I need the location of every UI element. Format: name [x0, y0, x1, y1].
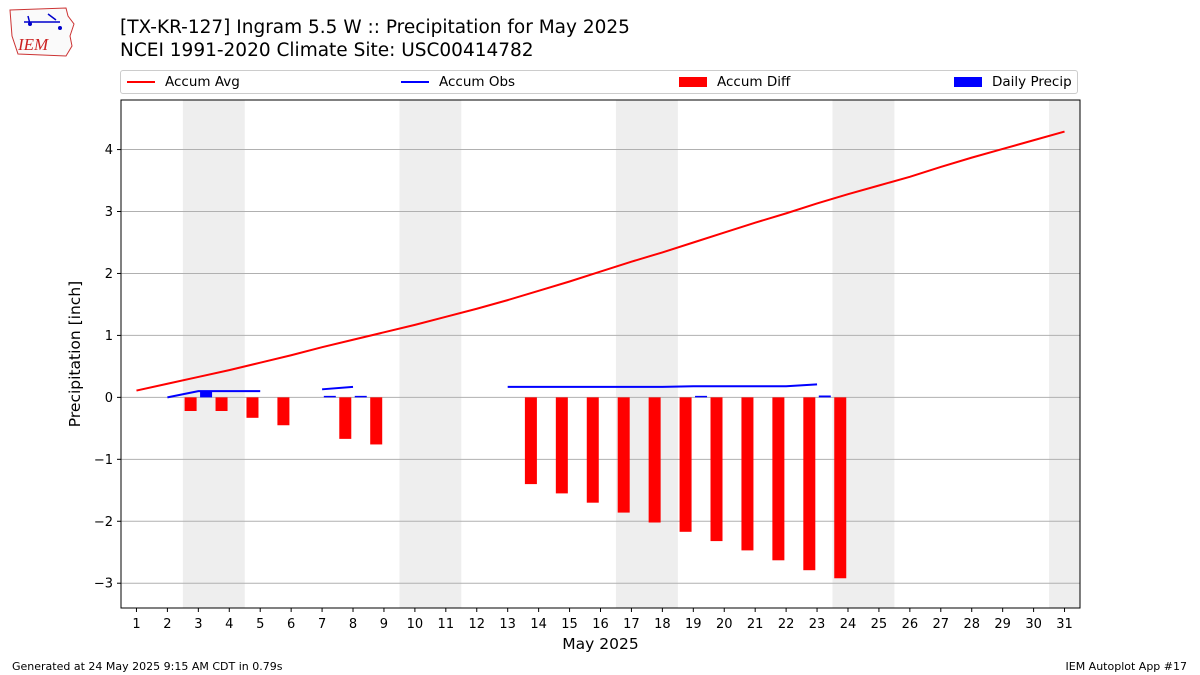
- weekend-shade: [1049, 100, 1080, 608]
- x-tick-label: 17: [623, 617, 640, 632]
- x-tick-label: 30: [1025, 617, 1042, 632]
- x-tick-label: 18: [654, 617, 671, 632]
- y-axis-label: Precipitation [inch]: [66, 281, 84, 427]
- x-tick-label: 3: [194, 617, 202, 632]
- accum-obs-line: [322, 385, 354, 391]
- daily-precip-bar: [354, 395, 367, 398]
- legend-swatch: [954, 77, 982, 87]
- legend-label: Accum Diff: [717, 74, 791, 90]
- chart-subtitle: NCEI 1991-2020 Climate Site: USC00414782: [120, 40, 534, 61]
- iem-logo: IEM: [8, 6, 80, 58]
- x-tick-label: 14: [530, 617, 547, 632]
- accum-diff-bar: [555, 397, 568, 494]
- x-tick-label: 22: [778, 617, 795, 632]
- legend-item-accum-avg: Accum Avg: [127, 74, 240, 90]
- accum-obs-line: [507, 383, 818, 388]
- plot-frame: [120, 99, 1081, 609]
- x-tick-label: 29: [994, 617, 1011, 632]
- chart-legend: Accum Avg Accum Obs Accum Diff Daily Pre…: [120, 70, 1078, 94]
- x-tick-label: 4: [225, 617, 233, 632]
- x-tick-label: 6: [287, 617, 295, 632]
- chart-title: [TX-KR-127] Ingram 5.5 W :: Precipitatio…: [120, 17, 630, 38]
- x-tick-label: 26: [902, 617, 919, 632]
- accum-diff-bar: [246, 397, 259, 418]
- legend-swatch: [401, 81, 429, 83]
- legend-label: Accum Avg: [165, 74, 240, 90]
- weekend-shade: [615, 100, 678, 608]
- accum-diff-bar: [648, 397, 661, 523]
- weekend-shade: [399, 100, 462, 608]
- generated-timestamp: Generated at 24 May 2025 9:15 AM CDT in …: [12, 660, 283, 673]
- legend-item-daily-precip: Daily Precip: [954, 74, 1072, 90]
- accum-diff-bar: [277, 397, 290, 426]
- x-tick-label: 2: [163, 617, 171, 632]
- iowa-map-icon: IEM: [9, 7, 75, 57]
- x-tick-label: 27: [933, 617, 950, 632]
- accum-diff-bar: [679, 397, 692, 532]
- x-tick-label: 19: [685, 617, 702, 632]
- x-tick-label: 25: [871, 617, 888, 632]
- x-tick-label: 8: [349, 617, 357, 632]
- x-tick-label: 31: [1056, 617, 1073, 632]
- legend-label: Daily Precip: [992, 74, 1072, 90]
- legend-item-accum-obs: Accum Obs: [401, 74, 515, 90]
- legend-item-accum-diff: Accum Diff: [679, 74, 790, 90]
- y-tick-label: 3: [105, 205, 113, 220]
- y-tick-label: −1: [94, 453, 113, 468]
- accum-diff-bar: [834, 397, 847, 579]
- x-tick-label: 21: [747, 617, 764, 632]
- y-tick-label: −3: [94, 577, 113, 592]
- daily-precip-bar: [323, 395, 336, 398]
- daily-precip-bar: [200, 391, 213, 398]
- legend-label: Accum Obs: [439, 74, 516, 90]
- x-tick-label: 10: [407, 617, 424, 632]
- x-tick-label: 1: [132, 617, 140, 632]
- accum-diff-bar: [741, 397, 754, 551]
- accum-diff-bar: [617, 397, 630, 513]
- x-tick-label: 13: [499, 617, 516, 632]
- autoplot-app-label: IEM Autoplot App #17: [1065, 660, 1188, 673]
- accum-diff-bar: [339, 397, 352, 439]
- y-tick-label: 4: [105, 143, 113, 158]
- x-tick-label: 15: [561, 617, 578, 632]
- accum-diff-bar: [524, 397, 537, 485]
- legend-swatch: [679, 77, 707, 87]
- x-tick-label: 5: [256, 617, 264, 632]
- accum-diff-bar: [772, 397, 785, 561]
- x-tick-label: 24: [840, 617, 857, 632]
- accum-diff-bar: [586, 397, 599, 503]
- daily-precip-bar: [818, 395, 831, 398]
- y-tick-label: −2: [94, 515, 113, 530]
- y-tick-label: 2: [105, 267, 113, 282]
- logo-text: IEM: [17, 35, 49, 54]
- accum-diff-bar: [215, 397, 228, 411]
- x-tick-label: 12: [468, 617, 485, 632]
- x-tick-label: 9: [380, 617, 388, 632]
- x-tick-label: 7: [318, 617, 326, 632]
- accum-obs-line: [167, 390, 261, 399]
- y-tick-label: 1: [105, 329, 113, 344]
- weekend-shade: [182, 100, 245, 608]
- accum-diff-bar: [803, 397, 816, 571]
- x-tick-label: 16: [592, 617, 609, 632]
- legend-swatch: [127, 81, 155, 83]
- x-tick-label: 28: [963, 617, 980, 632]
- accum-diff-bar: [184, 397, 197, 411]
- daily-precip-bar: [695, 395, 708, 398]
- y-tick-label: 0: [105, 391, 113, 406]
- accum-diff-bar: [710, 397, 723, 542]
- x-axis-label: May 2025: [562, 635, 638, 653]
- x-tick-label: 11: [438, 617, 455, 632]
- accum-avg-line: [136, 130, 1065, 392]
- x-tick-label: 23: [809, 617, 826, 632]
- x-tick-label: 20: [716, 617, 733, 632]
- accum-diff-bar: [370, 397, 383, 445]
